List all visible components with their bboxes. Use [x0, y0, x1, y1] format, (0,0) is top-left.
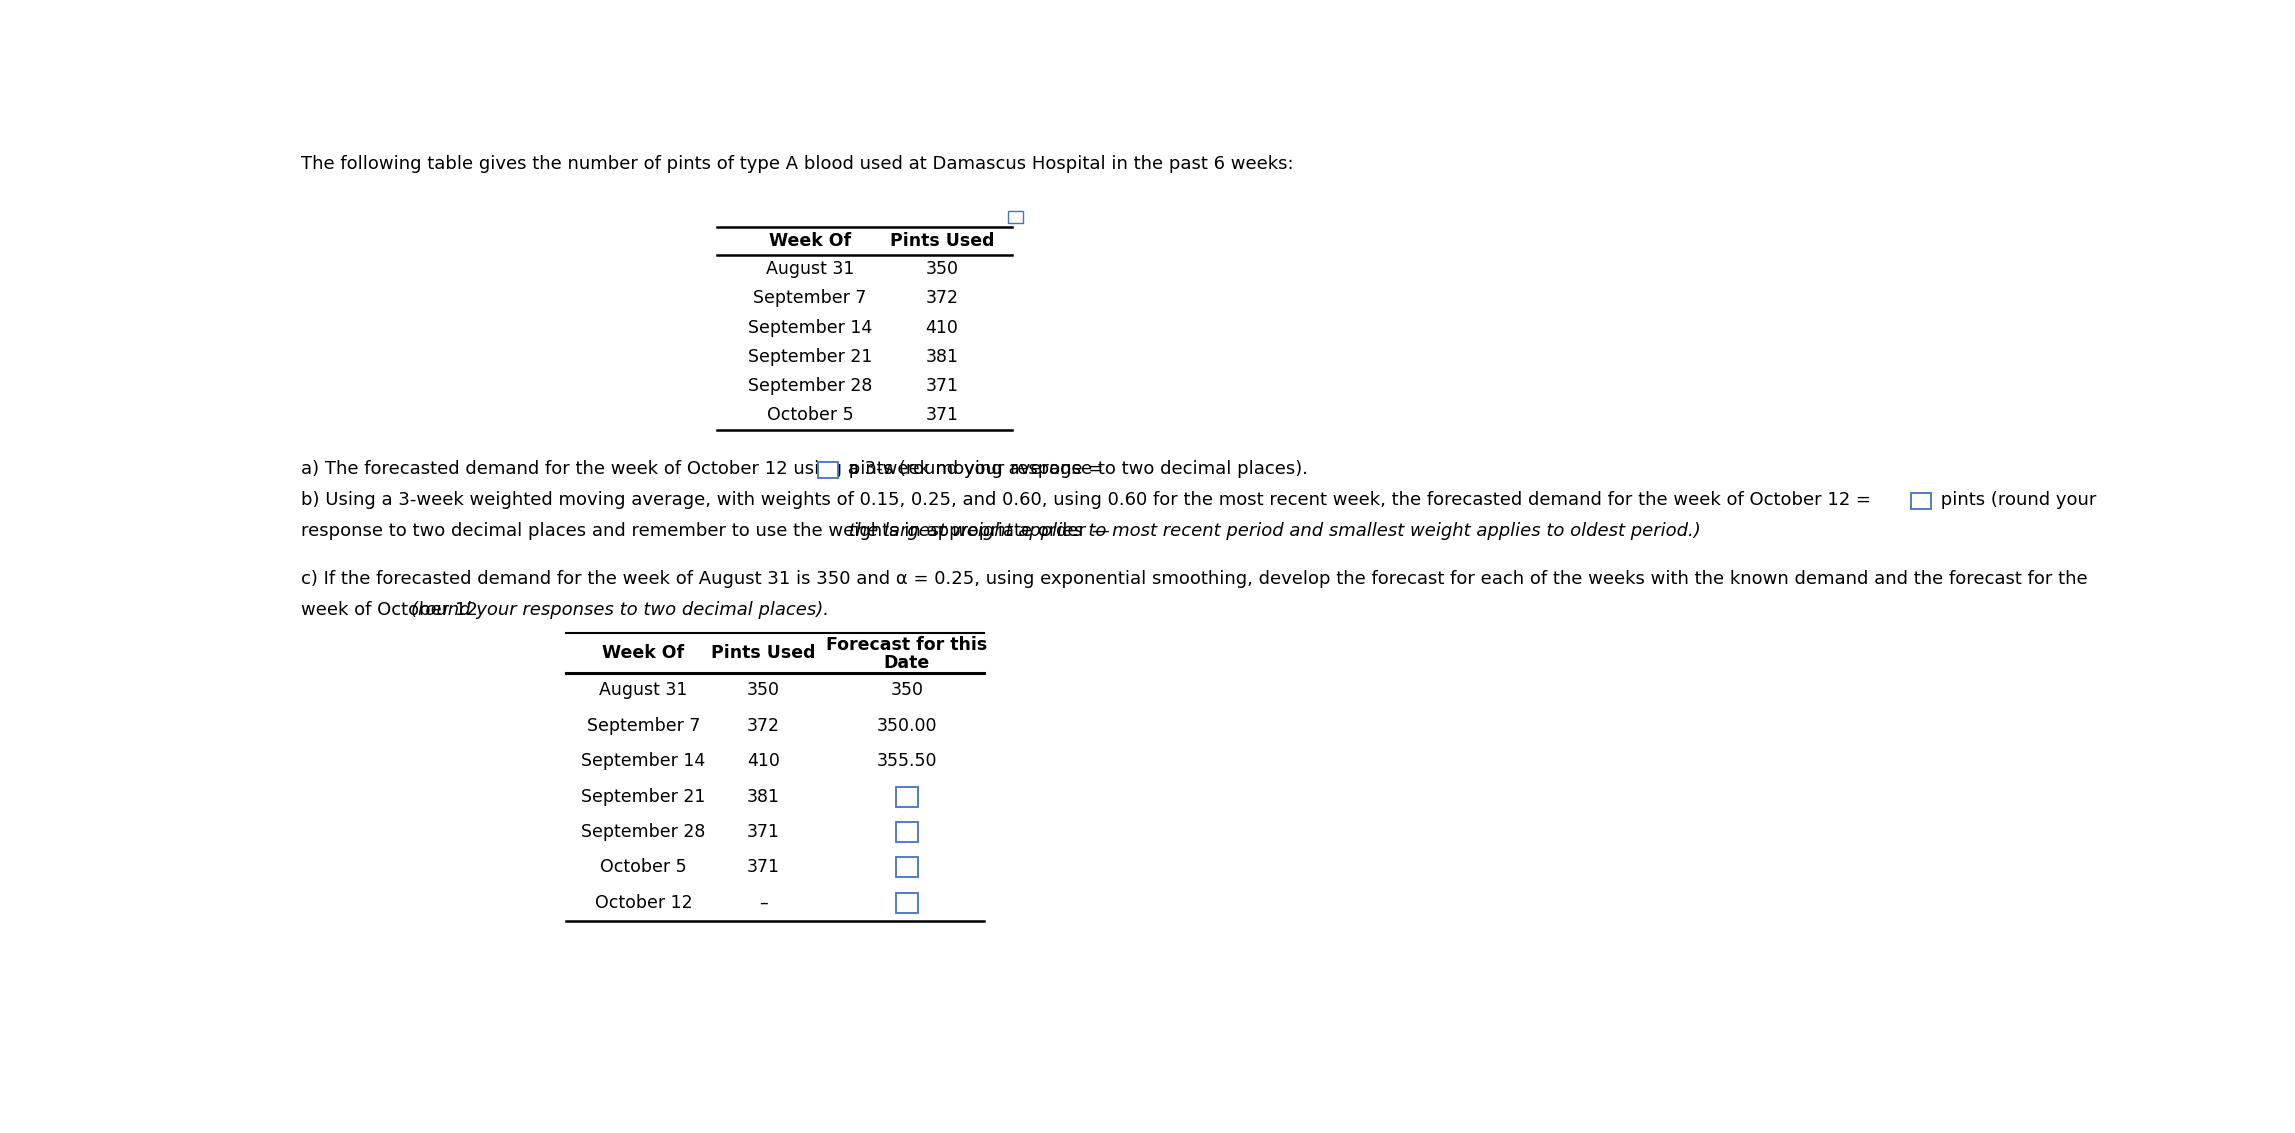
Bar	[1909, 493, 1930, 509]
Text: September 21: September 21	[581, 787, 705, 806]
Text: September 14: September 14	[748, 318, 872, 337]
Text: 371: 371	[746, 859, 780, 877]
Text: b) Using a 3-week weighted moving average, with weights of 0.15, 0.25, and 0.60,: b) Using a 3-week weighted moving averag…	[301, 492, 1870, 509]
Text: Date: Date	[884, 654, 929, 672]
Text: (round your responses to two decimal places).: (round your responses to two decimal pla…	[411, 600, 828, 619]
Bar	[895, 893, 918, 913]
Text: 372: 372	[746, 717, 780, 735]
Bar	[895, 858, 918, 877]
Text: 350.00: 350.00	[877, 717, 936, 735]
Text: August 31: August 31	[767, 261, 854, 279]
Text: a) The forecasted demand for the week of October 12 using a 3-week moving averag: a) The forecasted demand for the week of…	[301, 460, 1104, 478]
Text: October 5: October 5	[767, 407, 854, 425]
Bar	[895, 823, 918, 842]
Text: Forecast for this: Forecast for this	[826, 636, 987, 654]
Text: 371: 371	[925, 377, 959, 395]
Text: September 28: September 28	[581, 823, 705, 841]
Text: 410: 410	[748, 752, 780, 770]
Text: August 31: August 31	[599, 681, 688, 699]
Text: Pints Used: Pints Used	[890, 231, 994, 249]
Text: 371: 371	[746, 823, 780, 841]
Text: pints (round your: pints (round your	[1935, 492, 2098, 509]
Text: 350: 350	[746, 681, 780, 699]
Text: 350: 350	[925, 261, 959, 279]
Text: September 7: September 7	[588, 717, 700, 735]
Text: September 28: September 28	[748, 377, 872, 395]
Text: 350: 350	[890, 681, 923, 699]
Text: 381: 381	[925, 348, 959, 366]
Bar	[1008, 211, 1024, 223]
Text: pints (round your response to two decimal places).: pints (round your response to two decima…	[842, 460, 1308, 478]
Text: Week Of: Week Of	[601, 644, 684, 662]
Text: September 21: September 21	[748, 348, 872, 366]
Text: 381: 381	[746, 787, 780, 806]
Bar	[895, 786, 918, 807]
Text: –: –	[760, 894, 769, 912]
Text: October 12: October 12	[594, 894, 693, 912]
Bar	[817, 462, 838, 478]
Text: 371: 371	[925, 407, 959, 425]
Text: September 7: September 7	[753, 289, 868, 307]
Text: c) If the forecasted demand for the week of August 31 is 350 and α = 0.25, using: c) If the forecasted demand for the week…	[301, 570, 2088, 588]
Text: September 14: September 14	[581, 752, 705, 770]
Text: 410: 410	[925, 318, 959, 337]
Text: Pints Used: Pints Used	[711, 644, 815, 662]
Text: the largest weight applies to most recent period and smallest weight applies to : the largest weight applies to most recen…	[842, 522, 1701, 540]
Text: 372: 372	[925, 289, 959, 307]
Text: The following table gives the number of pints of type A blood used at Damascus H: The following table gives the number of …	[301, 155, 1294, 173]
Text: October 5: October 5	[599, 859, 686, 877]
Text: week of October 12: week of October 12	[301, 600, 484, 619]
Text: response to two decimal places and remember to use the weights in appropriate or: response to two decimal places and remem…	[301, 522, 1108, 540]
Text: Week Of: Week Of	[769, 231, 851, 249]
Text: 355.50: 355.50	[877, 752, 936, 770]
